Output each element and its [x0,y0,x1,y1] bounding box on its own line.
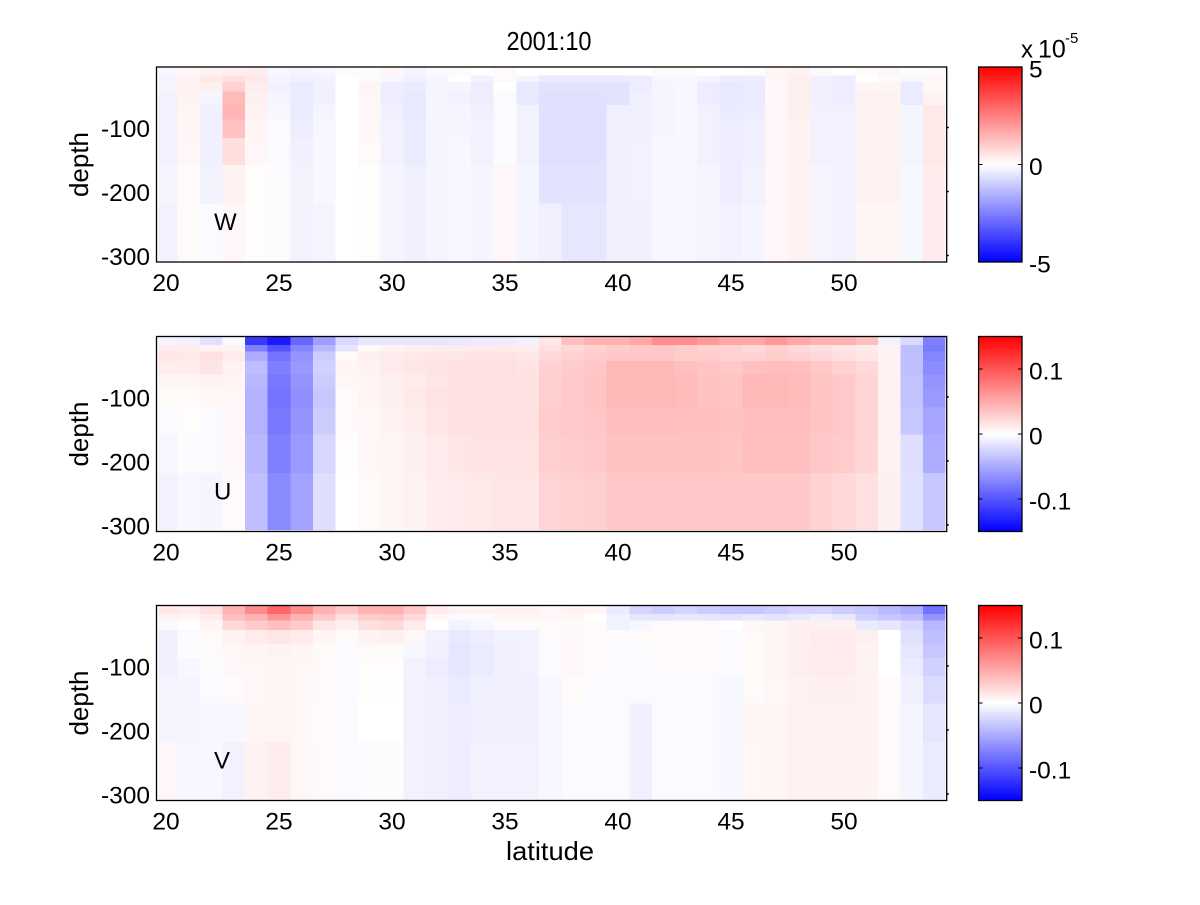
svg-text:40: 40 [604,270,631,297]
svg-text:0: 0 [1029,154,1043,181]
svg-text:0.1: 0.1 [1029,359,1063,386]
svg-text:-100: -100 [101,655,150,682]
svg-text:50: 50 [830,270,857,297]
svg-text:45: 45 [717,540,744,567]
svg-text:-5: -5 [1029,252,1051,279]
svg-text:-100: -100 [101,386,150,413]
svg-text:latitude: latitude [506,836,594,866]
svg-text:-200: -200 [101,450,150,477]
svg-text:30: 30 [378,540,405,567]
svg-text:20: 20 [152,809,179,836]
svg-text:-300: -300 [101,783,150,810]
svg-text:30: 30 [378,270,405,297]
svg-text:V: V [214,748,230,775]
svg-text:x: x [1021,37,1033,64]
svg-text:-0.1: -0.1 [1029,489,1071,516]
svg-text:45: 45 [717,270,744,297]
svg-text:0: 0 [1029,693,1043,720]
svg-text:40: 40 [604,809,631,836]
svg-text:0.1: 0.1 [1029,628,1063,655]
svg-text:10: 10 [1038,36,1066,64]
svg-text:depth: depth [64,670,94,735]
svg-text:depth: depth [64,132,94,197]
svg-text:-300: -300 [101,514,150,541]
svg-text:W: W [214,209,237,236]
svg-text:35: 35 [491,270,518,297]
svg-text:25: 25 [265,540,292,567]
svg-text:2001:10: 2001:10 [507,26,592,56]
svg-text:25: 25 [265,270,292,297]
svg-text:20: 20 [152,540,179,567]
svg-text:-300: -300 [101,244,150,271]
svg-text:-200: -200 [101,719,150,746]
svg-text:depth: depth [64,401,94,466]
svg-text:25: 25 [265,809,292,836]
svg-text:0: 0 [1029,424,1043,451]
svg-text:30: 30 [378,809,405,836]
svg-text:-5: -5 [1065,30,1078,47]
svg-text:20: 20 [152,270,179,297]
svg-text:40: 40 [604,540,631,567]
svg-text:-0.1: -0.1 [1029,758,1071,785]
svg-text:5: 5 [1029,57,1043,84]
svg-text:50: 50 [830,809,857,836]
svg-text:45: 45 [717,809,744,836]
svg-text:U: U [214,479,231,506]
svg-text:-100: -100 [101,116,150,143]
svg-text:35: 35 [491,809,518,836]
svg-text:50: 50 [830,540,857,567]
svg-text:35: 35 [491,540,518,567]
svg-text:-200: -200 [101,180,150,207]
